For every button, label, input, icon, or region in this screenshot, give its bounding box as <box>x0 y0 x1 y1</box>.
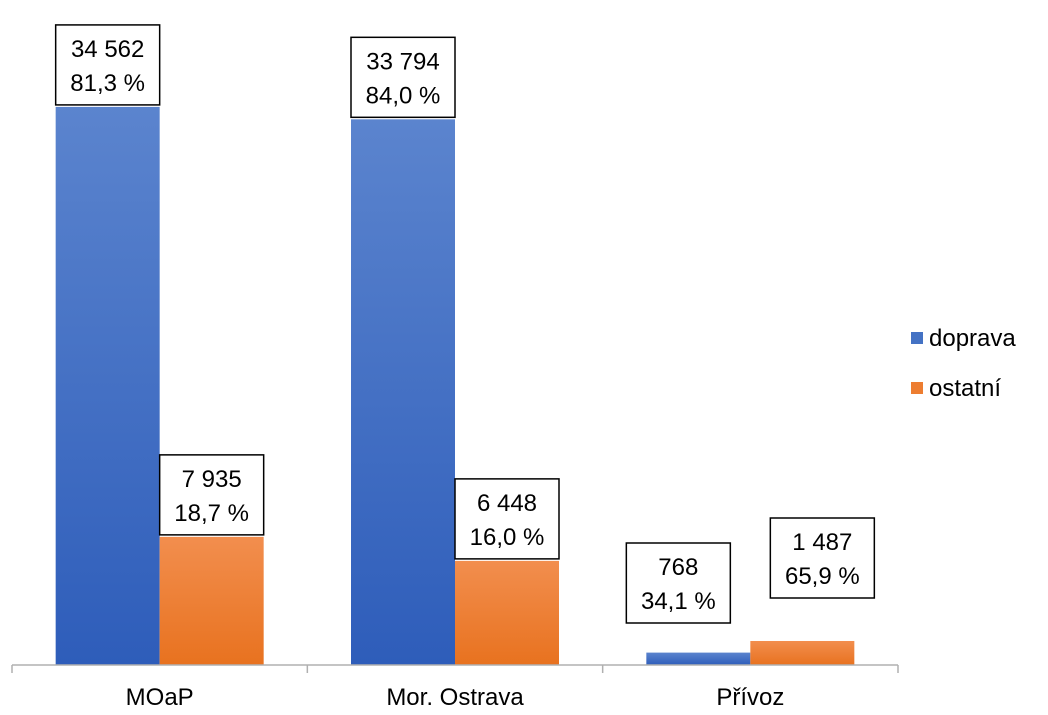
bar-doprava-2 <box>646 652 751 665</box>
bar-doprava-1 <box>351 119 455 665</box>
legend-swatch-doprava <box>911 332 923 344</box>
legend-label-ostatní: ostatní <box>929 375 1001 402</box>
legend-label-doprava: doprava <box>929 325 1016 352</box>
legend-swatch-ostatní <box>911 382 923 394</box>
data-label-box <box>625 542 732 624</box>
data-label-box <box>158 454 265 536</box>
data-label-percent: 84,0 % <box>366 82 441 109</box>
data-label-value: 7 935 <box>182 466 242 493</box>
data-label-value: 6 448 <box>477 490 537 517</box>
x-tick-label: Mor. Ostrava <box>386 684 524 711</box>
data-label-percent: 16,0 % <box>470 524 545 551</box>
data-label-value: 1 487 <box>792 529 852 556</box>
data-label-value: 34 562 <box>71 36 144 63</box>
data-label-box <box>54 24 161 106</box>
data-label-percent: 18,7 % <box>174 500 249 527</box>
bar-ostatní-1 <box>455 560 559 665</box>
data-label-value: 768 <box>658 554 698 581</box>
bar-ostatní-2 <box>750 640 855 665</box>
x-tick-label: Přívoz <box>716 684 784 711</box>
bar-doprava-0 <box>55 106 160 665</box>
data-label-value: 33 794 <box>366 48 439 75</box>
data-label-box <box>769 517 876 599</box>
data-label-percent: 81,3 % <box>70 70 145 97</box>
x-tick-label: MOaP <box>126 684 194 711</box>
data-label-box <box>454 478 560 560</box>
data-label-percent: 65,9 % <box>785 563 860 590</box>
data-label-box <box>350 36 456 119</box>
data-label-percent: 34,1 % <box>641 588 716 615</box>
bar-ostatní-0 <box>159 536 264 665</box>
